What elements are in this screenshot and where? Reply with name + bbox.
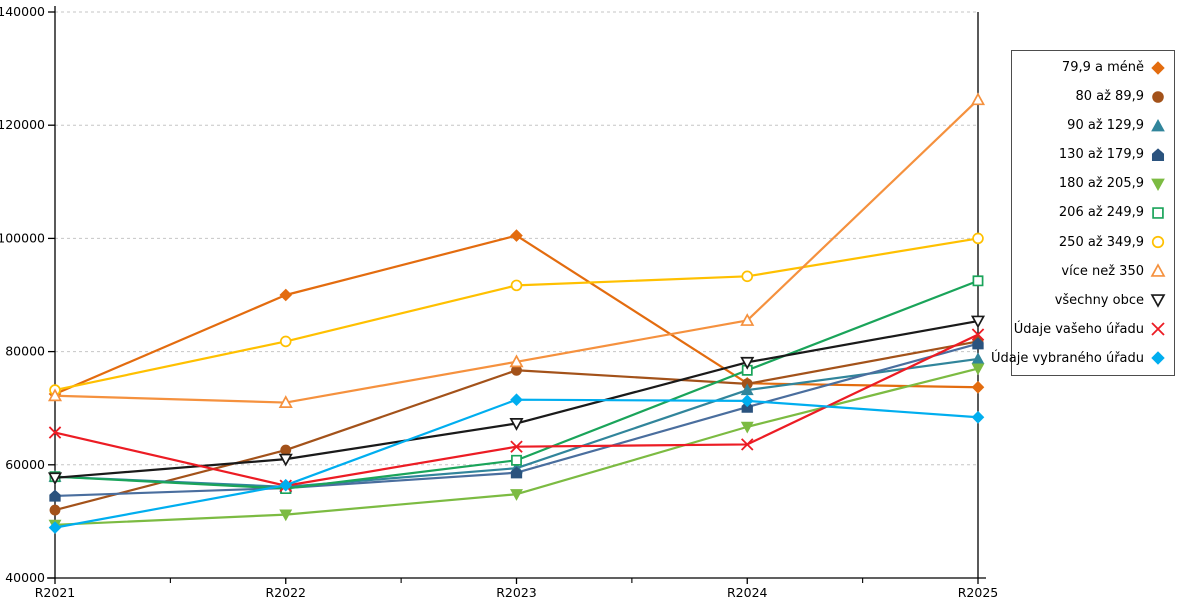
legend-label: 180 až 205,9 bbox=[1058, 176, 1144, 192]
pentagon-marker-icon bbox=[1151, 148, 1165, 161]
legend-item: 79,9 a méně bbox=[1062, 60, 1167, 76]
x-marker-icon bbox=[1151, 322, 1165, 336]
legend-label: 130 až 179,9 bbox=[1058, 147, 1144, 163]
triangle-up-marker-icon bbox=[1151, 118, 1165, 132]
legend-label: více než 350 bbox=[1061, 263, 1144, 279]
svg-text:140000: 140000 bbox=[0, 4, 45, 19]
svg-text:80000: 80000 bbox=[5, 344, 45, 359]
legend: 79,9 a méně 80 až 89,9 90 až 129,9 130 a… bbox=[991, 50, 1175, 376]
svg-text:R2024: R2024 bbox=[727, 585, 768, 600]
legend-label: 79,9 a méně bbox=[1061, 60, 1144, 76]
diamond-marker-icon bbox=[1151, 351, 1165, 366]
legend-item: 130 až 179,9 bbox=[1059, 147, 1167, 163]
triangle-down-open-marker-icon bbox=[1150, 294, 1166, 308]
svg-text:40000: 40000 bbox=[5, 570, 45, 585]
legend-item: více než 350 bbox=[1061, 263, 1167, 279]
legend-item: 80 až 89,9 bbox=[1075, 89, 1167, 105]
svg-text:R2023: R2023 bbox=[496, 585, 537, 600]
svg-text:R2025: R2025 bbox=[958, 585, 999, 600]
legend-item: 206 až 249,9 bbox=[1059, 205, 1167, 221]
legend-item: 90 až 129,9 bbox=[1067, 118, 1167, 134]
svg-text:R2022: R2022 bbox=[266, 585, 307, 600]
legend-label: Údaje vašeho úřadu bbox=[1013, 321, 1144, 337]
legend-label: 206 až 249,9 bbox=[1058, 205, 1144, 221]
legend-item: 180 až 205,9 bbox=[1059, 176, 1167, 192]
svg-text:120000: 120000 bbox=[0, 117, 45, 132]
svg-text:60000: 60000 bbox=[5, 457, 45, 472]
legend-label: všechny obce bbox=[1054, 292, 1144, 308]
circle-marker-icon bbox=[1152, 90, 1164, 103]
legend-label: 250 až 349,9 bbox=[1058, 234, 1144, 250]
triangle-up-open-marker-icon bbox=[1150, 263, 1166, 277]
square-open-marker-icon bbox=[1152, 207, 1164, 219]
circle-open-marker-icon bbox=[1151, 235, 1165, 249]
legend-item: Údaje vašeho úřadu bbox=[1014, 321, 1167, 337]
legend-item: 250 až 349,9 bbox=[1059, 234, 1167, 250]
svg-text:100000: 100000 bbox=[0, 230, 45, 245]
legend-label: 90 až 129,9 bbox=[1067, 118, 1144, 134]
legend-item: všechny obce bbox=[1055, 292, 1167, 308]
legend-label: Údaje vybraného úřadu bbox=[990, 350, 1144, 366]
triangle-down-marker-icon bbox=[1151, 178, 1165, 191]
diamond-marker-icon bbox=[1151, 60, 1165, 75]
svg-text:R2021: R2021 bbox=[35, 585, 76, 600]
legend-item: Údaje vybraného úřadu bbox=[991, 350, 1167, 366]
legend-label: 80 až 89,9 bbox=[1075, 89, 1144, 105]
